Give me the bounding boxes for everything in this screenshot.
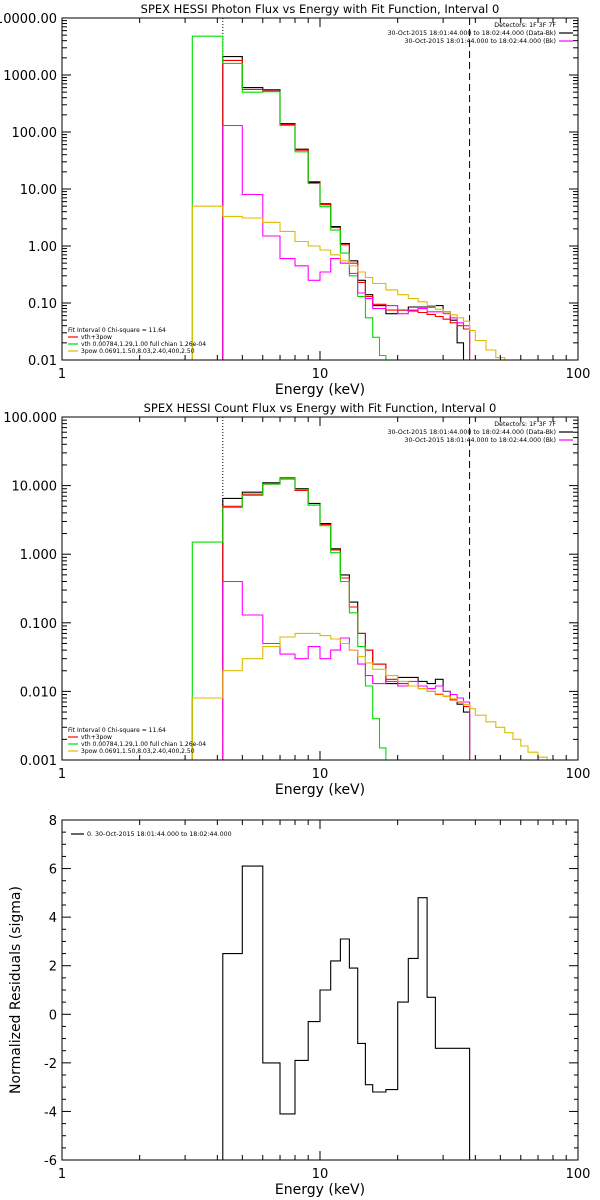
y-tick-label: 100.00	[12, 126, 58, 141]
x-tick-label: 1	[58, 767, 66, 782]
x-tick-label: 100	[566, 1167, 591, 1182]
residuals-panel: 1 10 100 Energy (keV) -6 -4 -2 0 2 4 6 8 Normalized …	[8, 814, 590, 1198]
legend-entry: vth 0.00784,1.29,1.00 full chian 1.26e-0…	[81, 741, 206, 748]
plot-frame	[61, 416, 579, 761]
y-tick-label: 10.00	[20, 183, 57, 198]
legend-entry: vth+3pow	[81, 334, 112, 341]
y-tick-label: 100.000	[3, 411, 57, 426]
y-tick-label: -2	[44, 1057, 57, 1072]
legend-entry: 30-Oct-2015 18:01:44.000 to 18:02:44.000…	[387, 429, 556, 436]
x-tick-label: 10	[312, 1167, 329, 1182]
series-line-4	[191, 632, 548, 760]
x-tick-label: 100	[566, 767, 591, 782]
photon-flux-panel: SPEX HESSI Photon Flux vs Energy with Fi…	[0, 2, 590, 398]
y-tick-label: -4	[44, 1105, 57, 1120]
series-line-3	[222, 580, 471, 760]
series-line-0	[222, 56, 471, 360]
x-axis-label: Energy (keV)	[275, 382, 365, 398]
count-flux-panel: SPEX HESSI Count Flux vs Energy with Fit…	[3, 401, 590, 798]
series-group	[191, 417, 548, 760]
y-tick-label: 0.100	[20, 617, 57, 632]
y-tick-label: 10000.00	[0, 12, 57, 27]
x-axis-label: Energy (keV)	[275, 1182, 365, 1198]
y-tick-label: 8	[49, 814, 57, 829]
series-line-2	[191, 35, 387, 360]
x-tick-label: 100	[566, 367, 591, 382]
y-tick-label: 4	[49, 911, 57, 926]
y-tick-label: 0.01	[28, 354, 57, 369]
x-tick-label: 10	[312, 367, 329, 382]
series-group	[191, 18, 514, 360]
chart-title: SPEX HESSI Count Flux vs Energy with Fit…	[144, 401, 497, 415]
series-line-0	[191, 477, 471, 760]
series-line-0	[222, 865, 471, 1160]
y-tick-label: -6	[44, 1154, 57, 1169]
y-tick-label: 6	[49, 863, 57, 878]
legend-entry: 30-Oct-2015 18:01:44.000 to 18:02:44.000…	[405, 437, 556, 444]
x-axis-label: Energy (keV)	[275, 782, 365, 798]
y-tick-label: 1.000	[20, 548, 57, 563]
y-tick-label: 2	[49, 960, 57, 975]
legend-entry: Detectors: 1F 3F 7F	[494, 421, 556, 428]
y-tick-label: 1000.00	[3, 69, 57, 84]
y-tick-label: 0	[49, 1008, 57, 1023]
series-line-4	[191, 205, 514, 360]
x-tick-label: 1	[58, 1167, 66, 1182]
legend-entry: 3pow 0.0691,1.50,8.03,2.40,400,2.50	[81, 348, 195, 355]
series-group	[222, 865, 471, 1160]
legend-entry: 0. 30-Oct-2015 18:01:44.000 to 18:02:44.…	[87, 831, 232, 838]
legend-entry: 30-Oct-2015 18:01:44.000 to 18:02:44.000…	[387, 30, 556, 37]
x-tick-label: 1	[58, 367, 66, 382]
legend-entry: vth 0.00784,1.29,1.00 full chian 1.26e-0…	[81, 341, 206, 348]
series-line-1	[222, 478, 471, 760]
legend-entry: Fit Interval 0 Chi-square = 11.64	[68, 327, 166, 334]
y-axis-label: Normalized Residuals (sigma)	[8, 886, 24, 1094]
y-tick-label: 1.00	[28, 240, 57, 255]
legend-entry: 30-Oct-2015 18:01:44.000 to 18:02:44.000…	[405, 38, 556, 45]
legend-entry: Fit Interval 0 Chi-square = 11.64	[68, 727, 166, 734]
legend-entry: 3pow 0.0691,1.50,8.03,2.40,400,2.50	[81, 748, 195, 755]
y-tick-label: 0.10	[28, 297, 57, 312]
chart-title: SPEX HESSI Photon Flux vs Energy with Fi…	[141, 2, 500, 16]
legend-entry: Detectors: 1F 3F 7F	[494, 22, 556, 29]
series-line-1	[222, 59, 471, 360]
y-tick-label: 0.001	[20, 754, 57, 769]
series-line-2	[191, 477, 387, 760]
legend-entry: vth+3pow	[81, 734, 112, 741]
series-line-3	[222, 124, 471, 360]
y-tick-label: 10.000	[12, 480, 58, 495]
y-tick-label: 0.010	[20, 685, 57, 700]
x-tick-label: 10	[312, 767, 329, 782]
